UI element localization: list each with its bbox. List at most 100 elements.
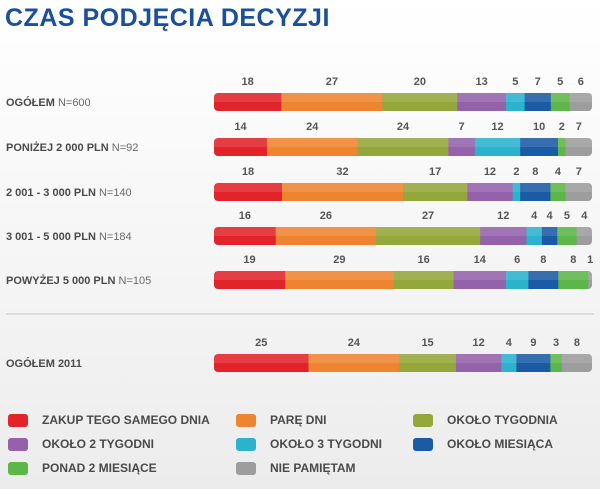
legend-label: ZAKUP TEGO SAMEGO DNIA: [42, 413, 210, 427]
row-label: POWYŻEJ 5 000 PLN N=105: [6, 274, 151, 287]
bar-segment: [393, 271, 455, 289]
bar-row: [214, 138, 592, 156]
bar-row: [214, 271, 592, 289]
data-label: 12: [472, 337, 484, 349]
data-label: 7: [535, 76, 541, 88]
data-label: 9: [530, 337, 536, 349]
bar-segment: [505, 93, 526, 111]
legend-label: OKOŁO 3 TYGODNI: [270, 437, 383, 451]
legend-swatch: [8, 413, 28, 427]
legend-item: OKOŁO TYGODNIA: [413, 413, 558, 427]
data-label: 12: [484, 166, 496, 178]
legend-item: ZAKUP TEGO SAMEGO DNIA: [8, 413, 210, 427]
bar-segment: [480, 227, 527, 245]
bar-row: [214, 93, 592, 111]
data-label: 12: [491, 121, 503, 133]
legend-label: OKOŁO MIESIĄCA: [447, 437, 554, 451]
bar-segment: [526, 227, 543, 245]
bar-segment: [214, 354, 309, 372]
row-label: PONIŻEJ 2 000 PLN N=92: [6, 141, 138, 154]
legend-swatch: [413, 437, 433, 451]
data-label: 14: [474, 254, 487, 266]
data-label: 8: [570, 254, 576, 266]
bar-segment: [275, 227, 377, 245]
bar-segment: [285, 271, 395, 289]
legend-label: PARĘ DNI: [270, 413, 327, 427]
bar-segment: [376, 227, 481, 245]
data-label: 24: [348, 337, 361, 349]
data-label: 16: [417, 254, 429, 266]
bar-segment: [214, 271, 286, 289]
bar-segment: [524, 93, 552, 111]
legend-item: PARĘ DNI: [236, 413, 326, 427]
data-label: 4: [547, 210, 554, 222]
bar-segment: [455, 354, 502, 372]
legend-label: NIE PAMIĘTAM: [270, 461, 356, 475]
bar-gloss: [214, 138, 592, 147]
data-label: 27: [422, 210, 434, 222]
bar-segment: [550, 93, 571, 111]
legend-item: OKOŁO MIESIĄCA: [413, 437, 553, 451]
data-label: 1: [587, 254, 593, 266]
bar-segment: [550, 183, 567, 201]
data-label: 8: [532, 166, 538, 178]
bar-segment: [512, 183, 521, 201]
bar-segment: [357, 138, 449, 156]
bar-segment: [528, 271, 559, 289]
legend-item: OKOŁO 2 TYGODNI: [8, 437, 154, 451]
row-label: 3 001 - 5 000 PLN N=184: [6, 231, 132, 243]
data-label: 18: [242, 166, 254, 178]
data-label: 4: [581, 210, 588, 222]
bar-segment: [541, 227, 558, 245]
bar-gloss: [214, 271, 592, 280]
legend-swatch: [236, 437, 256, 451]
legend-item: PONAD 2 MIESIĄCE: [8, 461, 157, 475]
bar-segment: [214, 183, 283, 201]
bar-segment: [467, 183, 514, 201]
row-label: 2 001 - 3 000 PLN N=140: [6, 187, 132, 199]
bar-segment: [214, 227, 277, 245]
bar-segment: [516, 354, 551, 372]
bar-segment: [569, 93, 592, 111]
bar-segment: [214, 93, 282, 111]
data-label: 7: [576, 121, 582, 133]
legend-item: OKOŁO 3 TYGODNI: [236, 437, 382, 451]
bar-gloss: [214, 354, 592, 363]
bar-gloss: [214, 183, 592, 192]
data-label: 10: [533, 121, 545, 133]
data-label: 19: [243, 254, 255, 266]
data-label: 6: [578, 76, 584, 88]
bar-segment: [561, 354, 592, 372]
legend-swatch: [236, 413, 256, 427]
data-label: 5: [564, 210, 570, 222]
bar-segment: [501, 354, 517, 372]
bar-segment: [558, 271, 589, 289]
row-label: OGÓŁEM N=600: [6, 96, 91, 109]
legend-item: NIE PAMIĘTAM: [236, 461, 356, 475]
data-label: 12: [497, 210, 509, 222]
bar-segment: [576, 227, 592, 245]
legend-swatch: [8, 437, 28, 451]
data-label: 5: [557, 76, 563, 88]
data-label: 3: [553, 337, 559, 349]
legend-swatch: [236, 461, 256, 475]
data-label: 32: [336, 166, 348, 178]
data-label: 4: [531, 210, 538, 222]
data-label: 25: [255, 337, 267, 349]
data-label: 6: [514, 254, 520, 266]
bar-segment: [399, 354, 457, 372]
bar-segment: [505, 271, 529, 289]
data-label: 8: [540, 254, 546, 266]
bar-segment: [214, 138, 268, 156]
data-label: 17: [429, 166, 441, 178]
bar-segment: [474, 138, 521, 156]
data-label: 24: [306, 121, 319, 133]
bar-segment: [308, 354, 400, 372]
bar-segment: [550, 354, 563, 372]
legend-swatch: [8, 461, 28, 475]
legend-swatch: [413, 413, 433, 427]
legend-label: OKOŁO TYGODNIA: [447, 413, 558, 427]
data-label: 5: [512, 76, 518, 88]
data-label: 27: [326, 76, 338, 88]
